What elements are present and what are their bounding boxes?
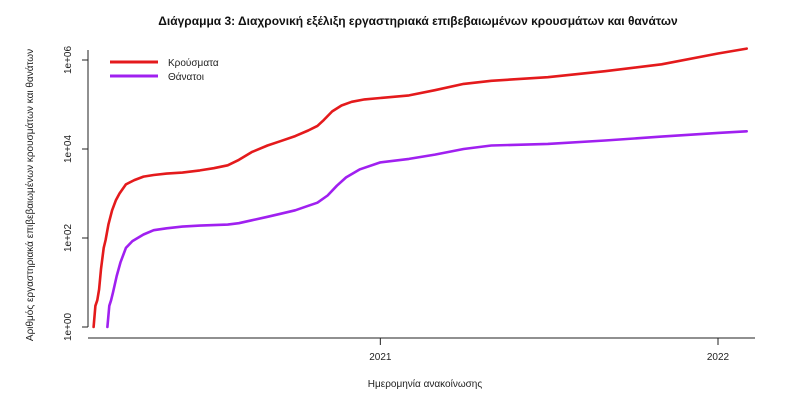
x-tick-label: 2022 [707,352,730,363]
legend-label-deaths: Θάνατοι [168,71,204,83]
y-tick-label: 1e+04 [63,135,74,164]
chart-title: Διάγραμμα 3: Διαχρονική εξέλιξη εργαστηρ… [158,14,678,28]
legend-label-cases: Κρούσματα [168,57,219,69]
y-tick-label: 1e+06 [63,46,74,75]
y-tick-label: 1e+00 [63,313,74,342]
series-line-cases [92,47,749,329]
legend: Κρούσματα Θάνατοι [110,57,219,83]
y-axis-ticks: 1e+00 1e+02 1e+04 1e+06 [63,46,88,342]
series-lines [92,47,749,329]
x-tick-label: 2021 [369,352,392,363]
series-line-deaths [106,130,749,329]
y-axis-label: Αριθμός εργαστηριακά επιβεβαιωμένων κρου… [24,49,36,341]
x-axis-label: Ημερομηνία ανακοίνωσης [368,378,483,390]
y-tick-label: 1e+02 [63,224,74,253]
x-axis-ticks: 2021 2022 [369,338,730,363]
